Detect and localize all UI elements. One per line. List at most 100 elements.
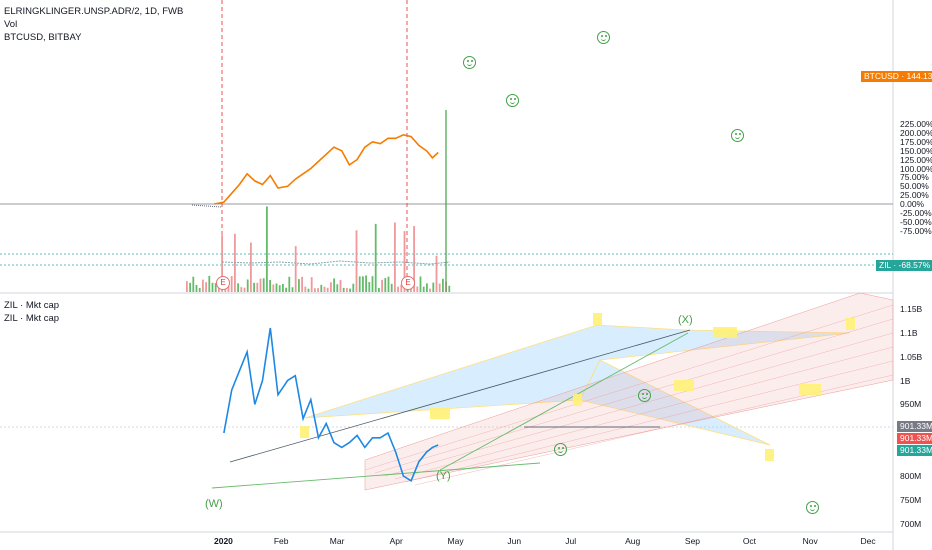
pattern-point-label[interactable]	[300, 426, 309, 438]
symbol-legend[interactable]: ELRINGKLINGER.UNSP.ADR/2, 1D, FWB	[4, 6, 184, 17]
volume-bar	[237, 283, 239, 292]
smiley-icon[interactable]	[554, 443, 567, 456]
smiley-icon[interactable]	[506, 94, 519, 107]
bottom-axis-tick: 800M	[900, 471, 922, 481]
volume-bar	[272, 284, 275, 292]
volume-bar	[413, 226, 415, 292]
time-axis-tick: Jul	[565, 536, 577, 546]
volume-bar	[250, 242, 252, 292]
mcap-tag-1: 901.33M	[897, 421, 932, 432]
volume-bar	[294, 246, 297, 292]
pattern-point-label[interactable]	[765, 449, 774, 461]
volume-bar	[416, 286, 419, 292]
volume-bar	[243, 287, 246, 292]
time-axis-tick: Mar	[329, 536, 345, 546]
volume-bar	[192, 276, 195, 292]
volume-bar	[266, 206, 268, 292]
volume-bar	[208, 275, 211, 292]
mktcap-legend-2[interactable]: ZIL · Mkt cap	[4, 313, 60, 324]
channel-line	[394, 346, 894, 480]
smiley-icon[interactable]	[731, 129, 744, 142]
volume-bar	[227, 284, 230, 292]
smiley-icon[interactable]	[597, 31, 610, 44]
volume-bar	[298, 279, 300, 292]
wave-label-x: (X)	[678, 314, 693, 326]
bottom-axis-tick: 1.1B	[900, 327, 918, 338]
earnings-marker-2[interactable]: E	[401, 276, 415, 290]
bottom-axis-tick: 700M	[900, 518, 922, 529]
channel-line	[384, 332, 894, 477]
volume-bar	[205, 282, 207, 292]
volume-bar	[371, 276, 374, 292]
mcap-tag-2: 901.33M	[897, 433, 932, 444]
volume-bar	[240, 287, 243, 292]
pattern-ratio-label[interactable]	[713, 327, 737, 338]
volume-bar	[390, 283, 393, 292]
mcap-tag-3: 901.33M	[897, 445, 932, 456]
volume-bar	[438, 283, 441, 292]
zil-tag-name: ZIL	[879, 260, 891, 270]
harmonic-pattern-fill	[579, 359, 771, 446]
volume-bar	[202, 279, 204, 292]
volume-bar	[317, 288, 319, 292]
volume-bar	[422, 286, 425, 292]
volume-bar	[339, 280, 342, 292]
top-axis-tick: 125.00%	[900, 154, 932, 165]
volume-bar	[362, 276, 364, 292]
volume-bar	[419, 276, 422, 292]
time-axis-tick: May	[447, 536, 464, 546]
bottom-axis-tick: 1B	[900, 375, 911, 386]
smiley-icon[interactable]	[638, 389, 651, 402]
volume-bar	[368, 282, 371, 292]
channel-line	[374, 318, 894, 474]
bottom-axis-tick: 750M	[900, 494, 922, 505]
volume-bar	[256, 282, 259, 292]
volume-bar	[358, 276, 361, 292]
volume-bar	[259, 278, 262, 292]
smiley-icon[interactable]	[463, 56, 476, 69]
volume-bar	[230, 276, 233, 292]
mktcap-legend-1[interactable]: ZIL · Mkt cap	[4, 300, 60, 311]
volume-bar	[186, 281, 188, 292]
btc-tag-name: BTCUSD	[864, 71, 899, 81]
btc-series-line	[214, 133, 439, 205]
volume-bar	[304, 286, 307, 292]
pattern-point-label[interactable]	[593, 313, 602, 325]
volume-bar	[198, 287, 201, 292]
top-axis-tick: -50.00%	[900, 216, 932, 227]
volume-bar	[387, 276, 390, 292]
wave-label-y: (Y)	[436, 470, 451, 482]
volume-bar	[221, 235, 223, 292]
top-axis-tick: 25.00%	[900, 190, 929, 201]
volume-bar	[378, 287, 380, 292]
volume-bar	[365, 275, 367, 292]
volume-bar	[432, 282, 435, 292]
pattern-ratio-label[interactable]	[674, 380, 694, 391]
volume-bar	[285, 287, 287, 292]
volume-bar	[384, 278, 387, 292]
volume-bar	[211, 282, 214, 292]
volume-bar	[278, 285, 281, 292]
top-axis-tick: 50.00%	[900, 181, 929, 192]
top-axis-tick: -25.00%	[900, 207, 932, 218]
channel-line	[404, 360, 894, 483]
volume-bar	[214, 283, 217, 292]
volume-legend[interactable]: Vol	[4, 19, 18, 30]
time-axis-tick: Aug	[625, 536, 641, 546]
zil-compressed-line	[221, 260, 451, 265]
time-axis-tick: 2020	[214, 536, 233, 546]
compare-legend[interactable]: BTCUSD, BITBAY	[4, 32, 82, 43]
time-axis-tick: Apr	[389, 536, 403, 546]
trend-line	[439, 332, 689, 471]
pattern-point-label[interactable]	[573, 394, 582, 406]
smiley-icon[interactable]	[806, 501, 819, 514]
pattern-point-label[interactable]	[846, 318, 855, 330]
bottom-axis-tick: 1.15B	[900, 303, 923, 314]
pattern-ratio-label[interactable]	[799, 384, 821, 395]
pattern-ratio-label[interactable]	[430, 408, 450, 419]
volume-bar	[435, 255, 438, 292]
earnings-marker-1[interactable]: E	[216, 276, 230, 290]
volume-bar	[400, 284, 403, 292]
